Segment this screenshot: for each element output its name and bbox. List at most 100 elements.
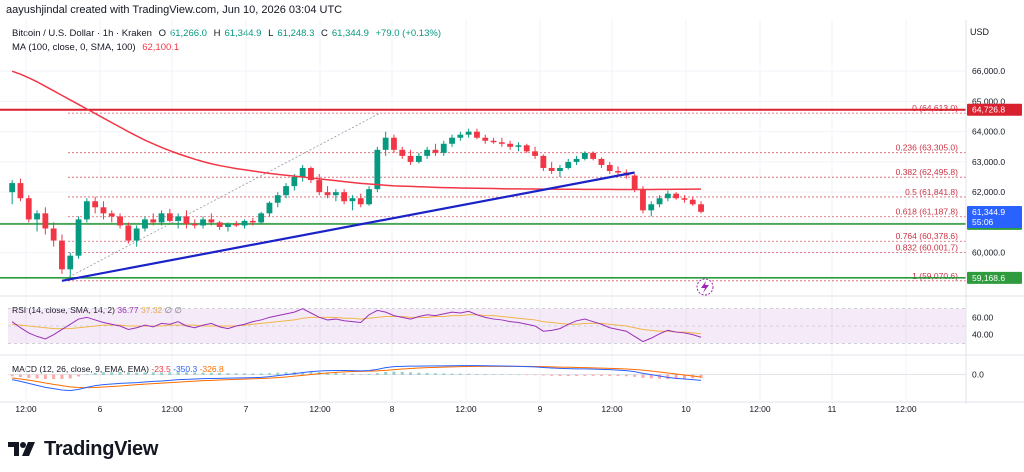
macd-histogram-bar — [674, 374, 678, 379]
macd-histogram-bar — [52, 374, 56, 379]
candle-body — [225, 223, 231, 227]
rsi-ma-value: 37.32 — [141, 305, 163, 315]
candle-body — [316, 180, 323, 193]
macd-legend[interactable]: MACD (12, 26, close, 9, EMA, EMA) -23.5 … — [12, 364, 224, 374]
macd-histogram-bar — [575, 374, 579, 377]
chart-canvas[interactable]: 0 (64,613.0) 0.236 (63,305.0) 0.382 (62,49… — [0, 0, 1024, 432]
ohlc-close: C 61,344.9 — [321, 28, 369, 39]
rsi-title[interactable]: RSI (14, close, SMA, 14, 2) — [12, 305, 115, 315]
candle-body — [92, 201, 99, 208]
macd-histogram-bar — [18, 374, 22, 377]
macd-value: -350.3 — [173, 364, 198, 374]
candle-body — [291, 177, 298, 187]
candle-body — [515, 145, 522, 147]
rsi-upper-value: ∅ — [164, 305, 173, 315]
macd-histogram-bar — [516, 374, 520, 376]
candle-body — [673, 193, 680, 199]
macd-line — [12, 365, 702, 392]
fib-level-label: 0.832 (60,001.7) — [896, 243, 959, 253]
macd-histogram-bar — [68, 374, 72, 379]
time-tick-label: 10 — [681, 404, 691, 414]
fib-level-label: 0.236 (63,305.0) — [896, 143, 959, 153]
macd-histogram-bar — [110, 372, 114, 375]
macd-histogram-bar — [583, 374, 587, 376]
macd-histogram-bar — [176, 372, 180, 375]
macd-histogram-bar — [118, 372, 122, 375]
support-trend-line — [61, 171, 635, 282]
macd-histogram-bar — [243, 373, 247, 375]
macd-histogram-bar — [350, 373, 354, 375]
candle-body — [374, 149, 381, 190]
candle-body — [681, 198, 688, 200]
fib-level-label: 0.764 (60,378.6) — [896, 231, 959, 241]
candle-body — [615, 171, 621, 173]
time-tick-label: 12:00 — [455, 404, 477, 414]
time-tick-label: 9 — [538, 404, 543, 414]
fib-level-label: 0.382 (62,495.8) — [896, 167, 959, 177]
ohlc-open: O 61,266.0 — [158, 28, 207, 39]
fib-retracement[interactable]: 0 (64,613.0) 0.236 (63,305.0) 0.382 (62,49… — [61, 103, 966, 282]
macd-histogram-bar — [375, 373, 379, 375]
candle-body — [590, 152, 597, 159]
candle-body — [565, 161, 572, 168]
macd-histogram-bar — [35, 374, 39, 379]
macd-histogram-bar — [483, 374, 487, 375]
hline-price-tag-bg — [967, 103, 1022, 116]
horizontal-lines[interactable] — [0, 108, 966, 279]
macd-title[interactable]: MACD (12, 26, close, 9, EMA, EMA) — [12, 364, 149, 374]
ma-legend[interactable]: MA (100, close, 0, SMA, 100) 62,100.1 — [12, 42, 183, 53]
candle-body — [100, 207, 107, 214]
macd-histogram-bar — [101, 372, 105, 375]
candle-body — [17, 183, 24, 199]
tradingview-logo[interactable]: TradingView — [8, 436, 158, 462]
macd-histogram-bar — [301, 372, 305, 375]
candle-body — [83, 201, 90, 220]
time-tick-label: 12:00 — [749, 404, 771, 414]
macd-histogram-bar — [168, 372, 172, 375]
fib-level-label: 1 (59,070.6) — [912, 271, 958, 281]
symbol-title[interactable]: Bitcoin / U.S. Dollar · 1h · Kraken — [12, 28, 152, 39]
tradingview-logo-icon — [8, 442, 35, 456]
candle-body — [50, 228, 57, 241]
macd-histogram-bar — [633, 374, 637, 377]
macd-histogram-bar — [276, 372, 280, 375]
trend-line[interactable] — [61, 171, 635, 282]
hline-price-tag-bg — [967, 271, 1022, 284]
time-tick-label: 12:00 — [309, 404, 331, 414]
candle-body — [191, 223, 198, 226]
macd-histogram-bar — [467, 373, 471, 375]
ma-label[interactable]: MA (100, close, 0, SMA, 100) — [12, 42, 136, 53]
macd-histogram-bar — [135, 372, 139, 375]
candle-body — [150, 219, 157, 223]
rsi-legend[interactable]: RSI (14, close, SMA, 14, 2) 36.77 37.32 … — [12, 305, 182, 316]
symbol-legend[interactable]: Bitcoin / U.S. Dollar · 1h · Kraken O 61,… — [12, 28, 445, 39]
candle-body — [233, 223, 240, 226]
price-tick-label: 64,000.0 — [972, 127, 1005, 137]
macd-histogram-bar — [184, 372, 188, 375]
last-price-tag-bg — [967, 205, 1022, 228]
candle-body — [166, 213, 173, 221]
macd-histogram-bar — [433, 373, 437, 375]
candle-body — [208, 219, 215, 223]
macd-histogram-bar — [367, 374, 371, 375]
macd-histogram-bar — [591, 374, 595, 376]
macd-histogram-bar — [209, 372, 213, 375]
hline-price-tag: 64,726.8 — [972, 105, 1005, 115]
candle-body — [465, 131, 472, 135]
macd-histogram-bar — [649, 374, 653, 379]
candle-body — [689, 199, 696, 205]
last-price-tag-countdown: 55:06 — [972, 217, 994, 227]
macd-histogram-bar — [251, 373, 255, 375]
macd-histogram-bar — [442, 373, 446, 375]
macd-histogram-bar — [475, 373, 479, 375]
candle-body — [415, 155, 422, 162]
currency-label[interactable]: USD — [970, 27, 990, 37]
candle-body — [440, 143, 447, 153]
candle-body — [274, 195, 281, 203]
macd-histogram-bar — [60, 374, 64, 379]
candle-body — [698, 204, 704, 212]
rsi-value: 36.77 — [117, 305, 139, 315]
candle-body — [490, 140, 497, 143]
macd-histogram-bar — [218, 373, 222, 375]
candle-body — [183, 216, 190, 224]
